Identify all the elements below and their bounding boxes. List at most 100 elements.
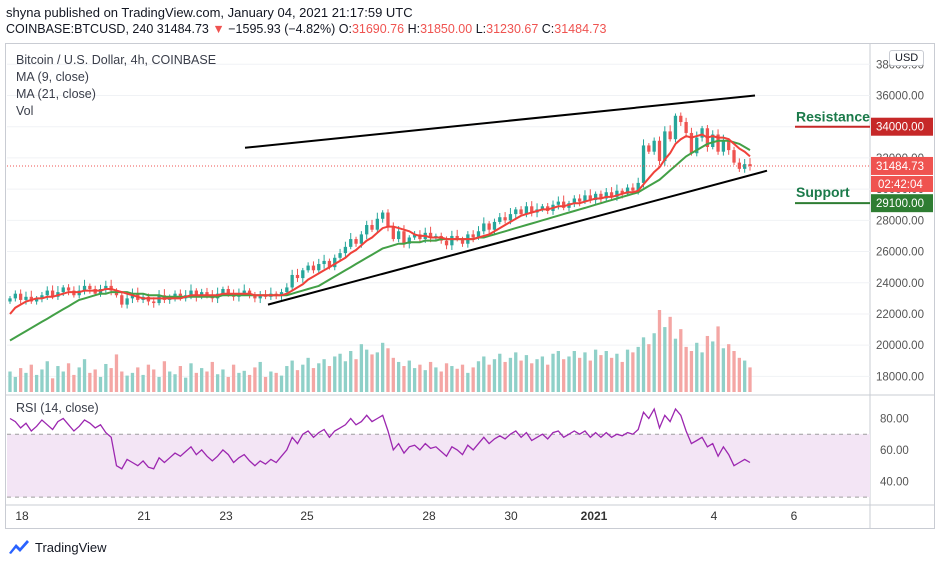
last-price-tag: 31484.73 (876, 161, 924, 173)
time-tick-label: 6 (791, 509, 798, 523)
candle-body (503, 217, 507, 221)
volume-bar (711, 341, 715, 392)
candle-body (338, 253, 342, 258)
volume-bar (684, 346, 688, 392)
rsi-band (7, 434, 870, 498)
candle-body (311, 265, 316, 271)
candle-body (50, 290, 55, 297)
candle-body (572, 198, 576, 204)
candle-body (125, 298, 129, 305)
candle-body (290, 274, 294, 288)
high-label: H: (407, 22, 421, 36)
volume-bar (466, 372, 470, 392)
volume-bar (492, 359, 497, 392)
volume-bar (125, 375, 129, 392)
candle-body (221, 289, 225, 294)
volume-bar (620, 361, 624, 392)
candle-body (120, 295, 124, 305)
volume-bar (418, 364, 422, 392)
rsi-tick-label: 60.00 (880, 445, 909, 457)
time-tick-label: 4 (711, 509, 718, 523)
candle-body (514, 209, 518, 215)
lower-trendline (267, 169, 768, 306)
candle-body (673, 115, 678, 140)
brand-name: TradingView (35, 539, 107, 555)
price-tick-label: 24000.00 (876, 278, 924, 290)
time-tick-label: 30 (504, 509, 518, 523)
volume-bar (184, 377, 188, 392)
last-price: 31484.73 (156, 22, 209, 36)
candle-body (45, 290, 49, 296)
low-value: 31230.67 (486, 22, 539, 36)
candle-body (359, 234, 364, 244)
volume-bar (514, 352, 518, 392)
candle-body (226, 289, 230, 294)
resistance-annotation: Resistance (796, 109, 870, 125)
candle-body (34, 298, 39, 302)
volume-bar (242, 370, 246, 392)
volume-bar (263, 376, 268, 392)
volume-bar (743, 360, 747, 392)
volume-bar (732, 351, 736, 392)
volume-bar (274, 372, 278, 392)
candle-body (631, 187, 635, 191)
volume-bar (412, 368, 417, 392)
candle-body (279, 292, 284, 296)
volume-bar (689, 351, 694, 392)
volume-bar (93, 369, 97, 392)
candle-body (689, 132, 694, 154)
candle-body (748, 164, 752, 166)
volume-bar (61, 371, 65, 392)
volume-bar (727, 344, 731, 392)
legend-rsi: RSI (14, close) (16, 401, 99, 415)
time-tick-label: 18 (15, 509, 29, 523)
volume-bar (391, 357, 395, 392)
tradingview-brand[interactable]: TradingView (8, 539, 107, 555)
volume-bar (657, 310, 662, 392)
candle-body (343, 246, 348, 254)
volume-bar (162, 361, 167, 392)
candle-body (322, 260, 326, 265)
volume-bar (77, 367, 81, 392)
last-price-tag-bg (871, 156, 933, 175)
volume-bar (402, 366, 406, 392)
candle-body (588, 195, 592, 201)
volume-bar (455, 368, 459, 392)
candle-body (295, 274, 300, 279)
candle-body (407, 237, 411, 244)
volume-bar (40, 369, 44, 392)
candle-body (317, 264, 321, 271)
volume-bar (269, 371, 273, 392)
volume-bar (695, 342, 699, 392)
candle-body (460, 239, 465, 244)
chart-frame[interactable] (5, 43, 935, 529)
legend-ma21: MA (21, close) (16, 87, 96, 101)
currency-badge[interactable]: USD (889, 50, 925, 66)
volume-bar (56, 366, 60, 392)
volume-bar (519, 360, 523, 392)
candle-body (524, 206, 529, 215)
candle-body (668, 131, 672, 140)
volume-bar (577, 357, 582, 392)
candle-body (327, 260, 332, 268)
high-value: 31850.00 (420, 22, 473, 36)
volume-bar (641, 337, 646, 392)
volume-bar (716, 326, 720, 392)
volume-bar (231, 364, 236, 392)
candle-body (482, 223, 486, 232)
volume-bar (535, 359, 539, 392)
volume-bar (104, 363, 108, 392)
volume-bar (279, 375, 284, 392)
candle-body (370, 225, 374, 230)
ohlc-bar: COINBASE:BTCUSD, 240 31484.73 ▼ −1595.93… (6, 22, 606, 36)
candle-body (8, 298, 12, 302)
candle-body (66, 287, 71, 291)
candle-body (487, 223, 491, 230)
volume-bar (498, 353, 502, 392)
volume-bar (301, 364, 305, 392)
volume-bar (524, 355, 529, 392)
candle-body (615, 190, 619, 197)
candle-body (577, 198, 582, 202)
candle-body (381, 212, 385, 219)
